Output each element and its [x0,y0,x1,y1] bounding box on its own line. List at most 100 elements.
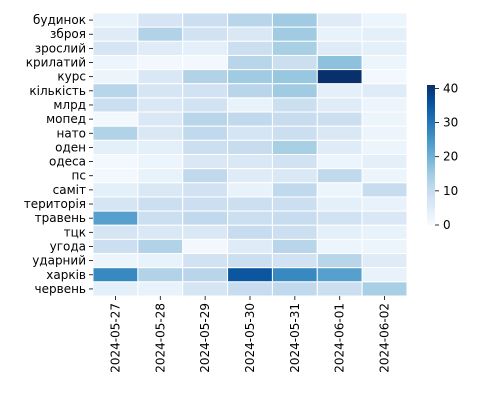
heatmap-cell [361,196,408,212]
heatmap-cell [361,54,408,71]
heatmap-cell [182,97,229,113]
colorbar-tick-label: 0 [443,218,451,232]
x-tick-label: 2024-05-31 [288,303,302,373]
heatmap-cell [182,154,229,170]
heatmap-cell [271,12,318,28]
heatmap-cell [227,83,273,99]
heatmap-cell [316,154,363,170]
y-tick-label: одеса [49,155,86,169]
colorbar-tick-label: 30 [443,116,458,130]
heatmap-cell [316,26,363,42]
heatmap-cell [137,26,184,42]
heatmap-cell [361,40,408,56]
heatmap-cell [92,210,139,226]
heatmap-cell [92,83,139,99]
heatmap-cell [271,196,318,212]
heatmap-cell [137,69,184,85]
heatmap-cell [316,83,363,99]
y-tick-label: травень [35,211,86,225]
heatmap-cell [271,26,318,42]
heatmap-cell [182,238,229,255]
heatmap-cell [316,139,363,156]
heatmap-cell [316,224,363,240]
heatmap-cell [361,111,408,127]
heatmap-cell [92,182,139,198]
heatmap-cell [137,196,184,212]
heatmap-cell [182,139,229,156]
heatmap-cell [316,12,363,28]
heatmap-cell [316,238,363,255]
heatmap-cell [361,238,408,255]
heatmap-cell [227,267,273,283]
heatmap-cell [227,210,273,226]
heatmap-cell [137,224,184,240]
heatmap-cell [182,83,229,99]
heatmap-cell [271,238,318,255]
heatmap-cell [137,267,184,283]
heatmap-cell [92,196,139,212]
heatmap-cell [227,196,273,212]
heatmap-cell [227,111,273,127]
heatmap-cell [316,125,363,141]
y-tick-label: кількість [29,84,86,98]
x-tick-label: 2024-05-30 [243,303,257,373]
heatmap-cell [271,281,318,297]
heatmap-cell [227,40,273,56]
heatmap-cell [182,54,229,71]
heatmap-cell [361,281,408,297]
heatmap-cell [316,111,363,127]
heatmap-cell [92,224,139,240]
y-tick-label: нато [56,126,86,140]
heatmap-cell [227,224,273,240]
heatmap-cell [227,69,273,85]
y-tick-label: зброя [50,27,86,41]
heatmap-cell [316,253,363,269]
heatmap-cell [137,40,184,56]
heatmap-cell [271,253,318,269]
heatmap-cell [137,83,184,99]
heatmap-cell [361,182,408,198]
heatmap-cell [271,111,318,127]
heatmap-cell [227,12,273,28]
y-tick-label: млрд [53,98,86,112]
heatmap-cell [92,40,139,56]
heatmap-cell [271,69,318,85]
heatmap-cell [137,238,184,255]
heatmap-cell [271,210,318,226]
heatmap-cell [182,26,229,42]
heatmap-cell [227,97,273,113]
heatmap-cell [271,154,318,170]
heatmap-cell [182,111,229,127]
heatmap-cell [92,54,139,71]
y-tick-label: територія [24,197,86,211]
heatmap-cell [271,40,318,56]
heatmap-cell [137,54,184,71]
heatmap-cell [271,54,318,71]
y-tick-label: саміт [53,183,86,197]
y-tick-label: харків [46,268,86,282]
heatmap-cell [227,253,273,269]
heatmap-cell [316,281,363,297]
heatmap-cell [137,125,184,141]
heatmap-cell [361,139,408,156]
heatmap-cell [137,253,184,269]
heatmap-cell [182,125,229,141]
heatmap-cell [271,125,318,141]
heatmap-cell [182,168,229,184]
heatmap-cell [137,281,184,297]
heatmap-cell [271,168,318,184]
heatmap-cell [316,54,363,71]
heatmap-cell [361,12,408,28]
colorbar-tick-label: 20 [443,150,458,164]
x-tick-label: 2024-06-02 [378,303,392,373]
heatmap-cell [227,154,273,170]
heatmap-cell [227,125,273,141]
heatmap-cell [92,281,139,297]
y-tick-label: пс [72,169,86,183]
heatmap-cell [361,168,408,184]
heatmap-cell [137,97,184,113]
heatmap-cell [92,69,139,85]
y-tick-label: тцк [64,225,86,239]
y-tick-label: зрослий [35,41,86,55]
heatmap-cell [227,238,273,255]
